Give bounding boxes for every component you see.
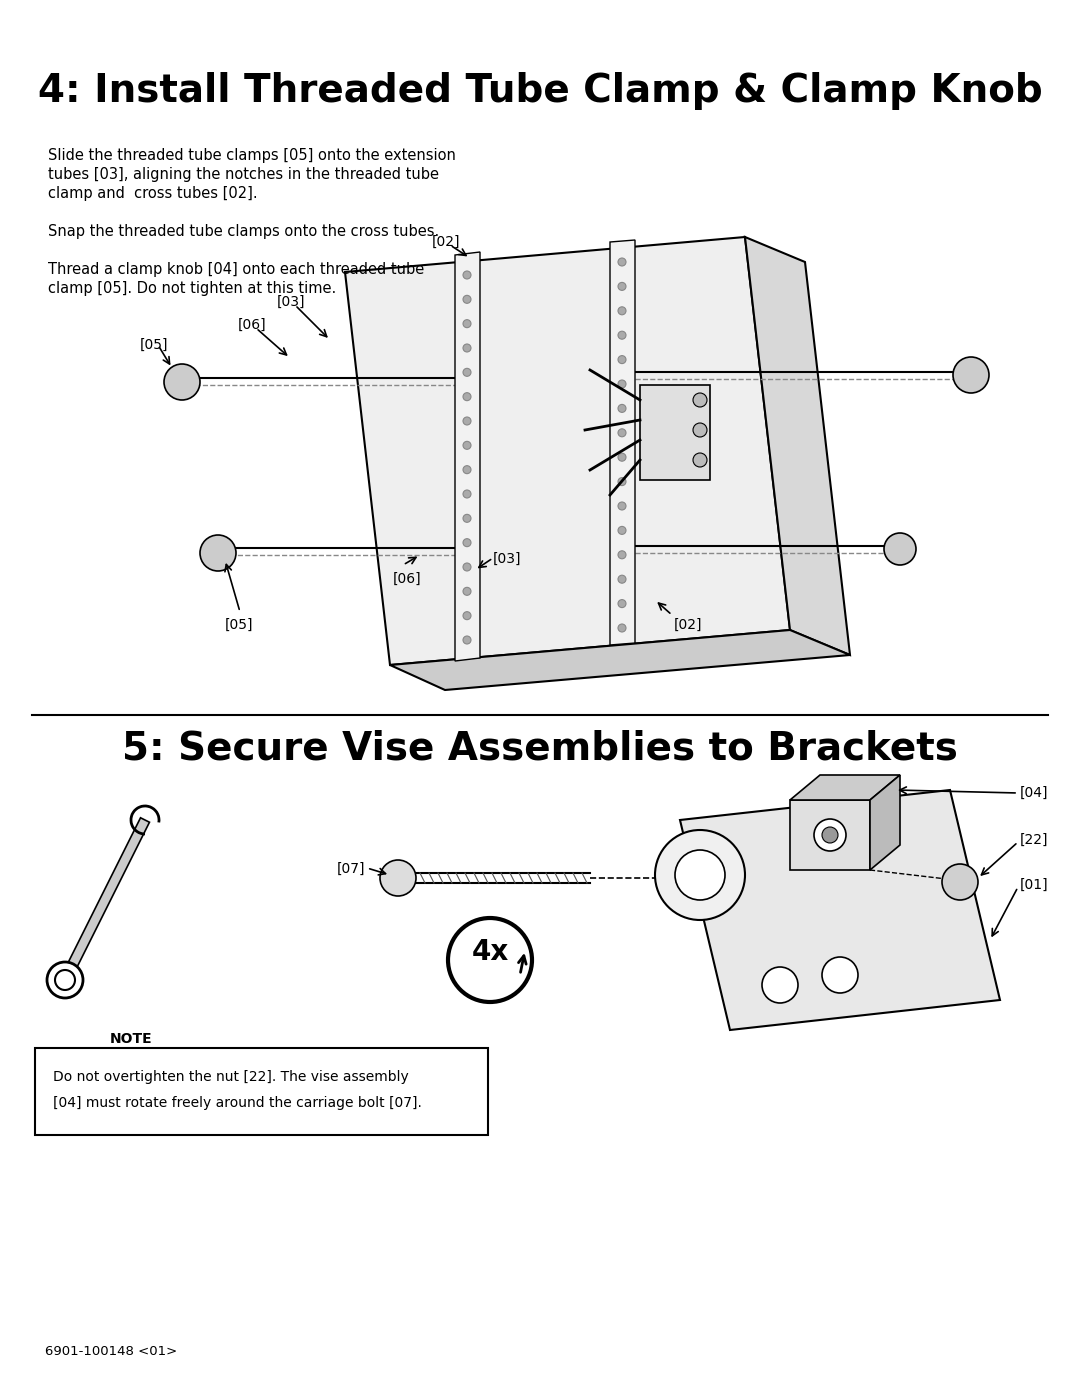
- Circle shape: [675, 849, 725, 900]
- Circle shape: [618, 502, 626, 510]
- Circle shape: [762, 967, 798, 1003]
- Text: [01]: [01]: [1020, 877, 1049, 893]
- Polygon shape: [870, 775, 900, 870]
- Text: 4x: 4x: [471, 937, 509, 965]
- Polygon shape: [745, 237, 850, 655]
- Circle shape: [618, 404, 626, 412]
- Circle shape: [463, 393, 471, 401]
- Text: [06]: [06]: [393, 571, 421, 585]
- Circle shape: [618, 380, 626, 388]
- Text: 4: Install Threaded Tube Clamp & Clamp Knob: 4: Install Threaded Tube Clamp & Clamp K…: [38, 73, 1042, 110]
- Circle shape: [953, 358, 989, 393]
- Polygon shape: [789, 775, 900, 800]
- Circle shape: [164, 365, 200, 400]
- Circle shape: [463, 514, 471, 522]
- Circle shape: [380, 861, 416, 895]
- Circle shape: [942, 863, 978, 900]
- Text: [04] must rotate freely around the carriage bolt [07].: [04] must rotate freely around the carri…: [53, 1097, 422, 1111]
- Text: 6901-100148 <01>: 6901-100148 <01>: [45, 1345, 177, 1358]
- Circle shape: [693, 393, 707, 407]
- Polygon shape: [680, 789, 1000, 1030]
- Circle shape: [822, 957, 858, 993]
- Circle shape: [463, 271, 471, 279]
- Circle shape: [618, 576, 626, 583]
- Text: Snap the threaded tube clamps onto the cross tubes.: Snap the threaded tube clamps onto the c…: [48, 224, 440, 239]
- Circle shape: [463, 416, 471, 425]
- Text: [07]: [07]: [337, 862, 365, 876]
- Text: 5: Secure Vise Assemblies to Brackets: 5: Secure Vise Assemblies to Brackets: [122, 731, 958, 768]
- Text: [02]: [02]: [432, 235, 460, 249]
- Circle shape: [463, 465, 471, 474]
- Circle shape: [48, 963, 83, 997]
- Text: [05]: [05]: [140, 338, 168, 352]
- Circle shape: [693, 453, 707, 467]
- Circle shape: [618, 478, 626, 486]
- Circle shape: [814, 819, 846, 851]
- Circle shape: [463, 320, 471, 328]
- Text: [22]: [22]: [1020, 833, 1049, 847]
- Circle shape: [463, 369, 471, 376]
- Circle shape: [448, 918, 532, 1002]
- Circle shape: [618, 331, 626, 339]
- Text: [06]: [06]: [238, 319, 267, 332]
- Text: clamp and  cross tubes [02].: clamp and cross tubes [02].: [48, 186, 258, 201]
- Text: Do not overtighten the nut [22]. The vise assembly: Do not overtighten the nut [22]. The vis…: [53, 1070, 408, 1084]
- Text: [03]: [03]: [276, 295, 306, 309]
- Text: Slide the threaded tube clamps [05] onto the extension: Slide the threaded tube clamps [05] onto…: [48, 148, 456, 163]
- Circle shape: [618, 527, 626, 535]
- Circle shape: [618, 624, 626, 631]
- Polygon shape: [390, 630, 850, 690]
- Circle shape: [618, 599, 626, 608]
- Circle shape: [693, 423, 707, 437]
- Text: [04]: [04]: [1020, 787, 1049, 800]
- Text: [02]: [02]: [674, 617, 702, 631]
- Circle shape: [618, 356, 626, 363]
- Text: clamp [05]. Do not tighten at this time.: clamp [05]. Do not tighten at this time.: [48, 281, 336, 296]
- Text: [05]: [05]: [225, 617, 254, 631]
- Circle shape: [463, 344, 471, 352]
- Circle shape: [463, 441, 471, 450]
- Polygon shape: [455, 251, 480, 661]
- Circle shape: [618, 550, 626, 559]
- Circle shape: [463, 539, 471, 546]
- FancyArrowPatch shape: [518, 956, 526, 972]
- Circle shape: [618, 307, 626, 314]
- Circle shape: [463, 490, 471, 497]
- Circle shape: [885, 534, 916, 564]
- Circle shape: [618, 282, 626, 291]
- Polygon shape: [640, 386, 710, 481]
- Text: NOTE: NOTE: [110, 1032, 152, 1046]
- Circle shape: [463, 612, 471, 620]
- Circle shape: [654, 830, 745, 921]
- Polygon shape: [789, 800, 870, 870]
- Text: [03]: [03]: [492, 552, 522, 566]
- Circle shape: [822, 827, 838, 842]
- Circle shape: [618, 429, 626, 437]
- Polygon shape: [60, 817, 149, 982]
- Circle shape: [55, 970, 75, 990]
- Circle shape: [618, 258, 626, 265]
- Circle shape: [463, 563, 471, 571]
- FancyBboxPatch shape: [35, 1048, 488, 1134]
- Circle shape: [618, 453, 626, 461]
- Circle shape: [463, 587, 471, 595]
- Polygon shape: [345, 237, 789, 665]
- Text: tubes [03], aligning the notches in the threaded tube: tubes [03], aligning the notches in the …: [48, 168, 438, 182]
- Circle shape: [200, 535, 237, 571]
- Text: Thread a clamp knob [04] onto each threaded tube: Thread a clamp knob [04] onto each threa…: [48, 263, 424, 277]
- Circle shape: [463, 295, 471, 303]
- Circle shape: [463, 636, 471, 644]
- Polygon shape: [610, 240, 635, 645]
